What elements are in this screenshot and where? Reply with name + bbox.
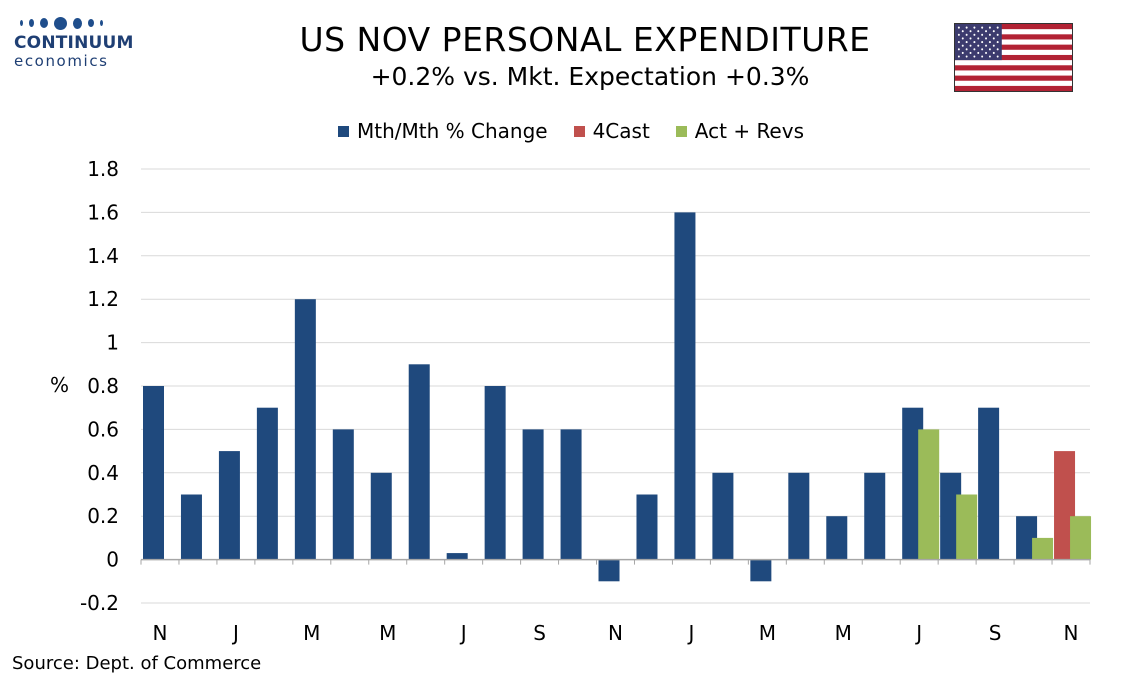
chart-legend: Mth/Mth % Change 4Cast Act + Revs bbox=[0, 119, 1134, 143]
y-tick-label: 1.4 bbox=[87, 244, 119, 268]
bar-mth-mth bbox=[940, 472, 962, 560]
bar-mth-mth bbox=[294, 299, 316, 560]
legend-item-forecast: 4Cast bbox=[573, 119, 650, 143]
bar-mth-mth bbox=[826, 516, 848, 560]
bar-mth-mth bbox=[522, 429, 544, 560]
x-tick-label: N bbox=[608, 621, 623, 645]
logo-subtitle: economics bbox=[14, 52, 109, 70]
y-tick-label: 0.2 bbox=[87, 504, 119, 528]
bar-mth-mth bbox=[332, 429, 354, 560]
bar-4cast bbox=[1054, 451, 1076, 560]
bar-mth-mth bbox=[218, 451, 240, 560]
bar-mth-mth bbox=[712, 472, 734, 560]
bar-act-revs bbox=[1070, 516, 1092, 560]
x-tick-label: S bbox=[533, 621, 546, 645]
logo-dots-icon bbox=[20, 14, 144, 32]
x-tick-label: N bbox=[152, 621, 167, 645]
x-tick-label: M bbox=[759, 621, 776, 645]
legend-label-forecast: 4Cast bbox=[592, 119, 650, 143]
y-tick-label: 1.6 bbox=[87, 200, 119, 224]
source-note: Source: Dept. of Commerce bbox=[12, 653, 262, 674]
legend-swatch-monthly bbox=[338, 125, 349, 137]
bar-mth-mth bbox=[750, 559, 772, 582]
y-tick-label: 0.6 bbox=[87, 417, 119, 441]
legend-label-monthly: Mth/Mth % Change bbox=[357, 119, 548, 143]
legend-swatch-actual bbox=[675, 125, 687, 137]
x-tick-label: J bbox=[686, 621, 694, 645]
chart-subtitle: +0.2% vs. Mkt. Expectation +0.3% bbox=[370, 62, 810, 91]
bar-mth-mth bbox=[636, 494, 658, 560]
y-tick-label: 1.8 bbox=[87, 157, 119, 181]
x-tick-label: N bbox=[1064, 621, 1079, 645]
x-tick-label: M bbox=[303, 621, 320, 645]
bar-mth-mth bbox=[408, 364, 430, 560]
bar-act-revs bbox=[918, 429, 940, 560]
bar-mth-mth bbox=[978, 407, 1000, 560]
logo-name: CONTINUUM bbox=[14, 33, 134, 53]
bar-mth-mth bbox=[674, 212, 696, 560]
bar-mth-mth bbox=[143, 386, 164, 560]
y-tick-label: 1.2 bbox=[87, 287, 119, 311]
brand-logo: CONTINUUM economics bbox=[14, 14, 144, 69]
bar-mth-mth bbox=[560, 429, 582, 560]
x-tick-label: S bbox=[989, 621, 1002, 645]
bar-mth-mth bbox=[1016, 516, 1038, 560]
legend-item-monthly: Mth/Mth % Change bbox=[338, 119, 548, 143]
y-tick-label: 0 bbox=[106, 548, 119, 572]
y-tick-label: -0.2 bbox=[80, 591, 119, 615]
x-tick-label: M bbox=[835, 621, 852, 645]
bar-mth-mth bbox=[180, 494, 202, 560]
bar-mth-mth bbox=[902, 407, 924, 560]
bar-mth-mth bbox=[484, 386, 506, 560]
chart-title: US NOV PERSONAL EXPENDITURE bbox=[299, 20, 871, 59]
y-tick-label: 0.8 bbox=[87, 374, 119, 398]
bar-mth-mth bbox=[788, 472, 810, 560]
legend-label-actual: Act + Revs bbox=[694, 119, 804, 143]
legend-item-actual: Act + Revs bbox=[675, 119, 804, 143]
us-flag-icon bbox=[954, 23, 1073, 92]
y-tick-label: 0.4 bbox=[87, 461, 119, 485]
bar-mth-mth bbox=[864, 472, 886, 560]
bar-mth-mth bbox=[598, 559, 620, 582]
legend-swatch-forecast bbox=[573, 125, 585, 137]
bar-act-revs bbox=[956, 494, 978, 560]
y-axis-label: % bbox=[50, 373, 70, 397]
bar-mth-mth bbox=[370, 472, 392, 560]
bar-mth-mth bbox=[446, 553, 468, 560]
x-tick-label: J bbox=[459, 621, 467, 645]
y-tick-label: 1 bbox=[106, 331, 119, 355]
x-tick-label: J bbox=[231, 621, 239, 645]
bar-mth-mth bbox=[256, 407, 278, 560]
x-tick-label: J bbox=[914, 621, 922, 645]
x-tick-label: M bbox=[379, 621, 396, 645]
bar-act-revs bbox=[1032, 537, 1054, 560]
